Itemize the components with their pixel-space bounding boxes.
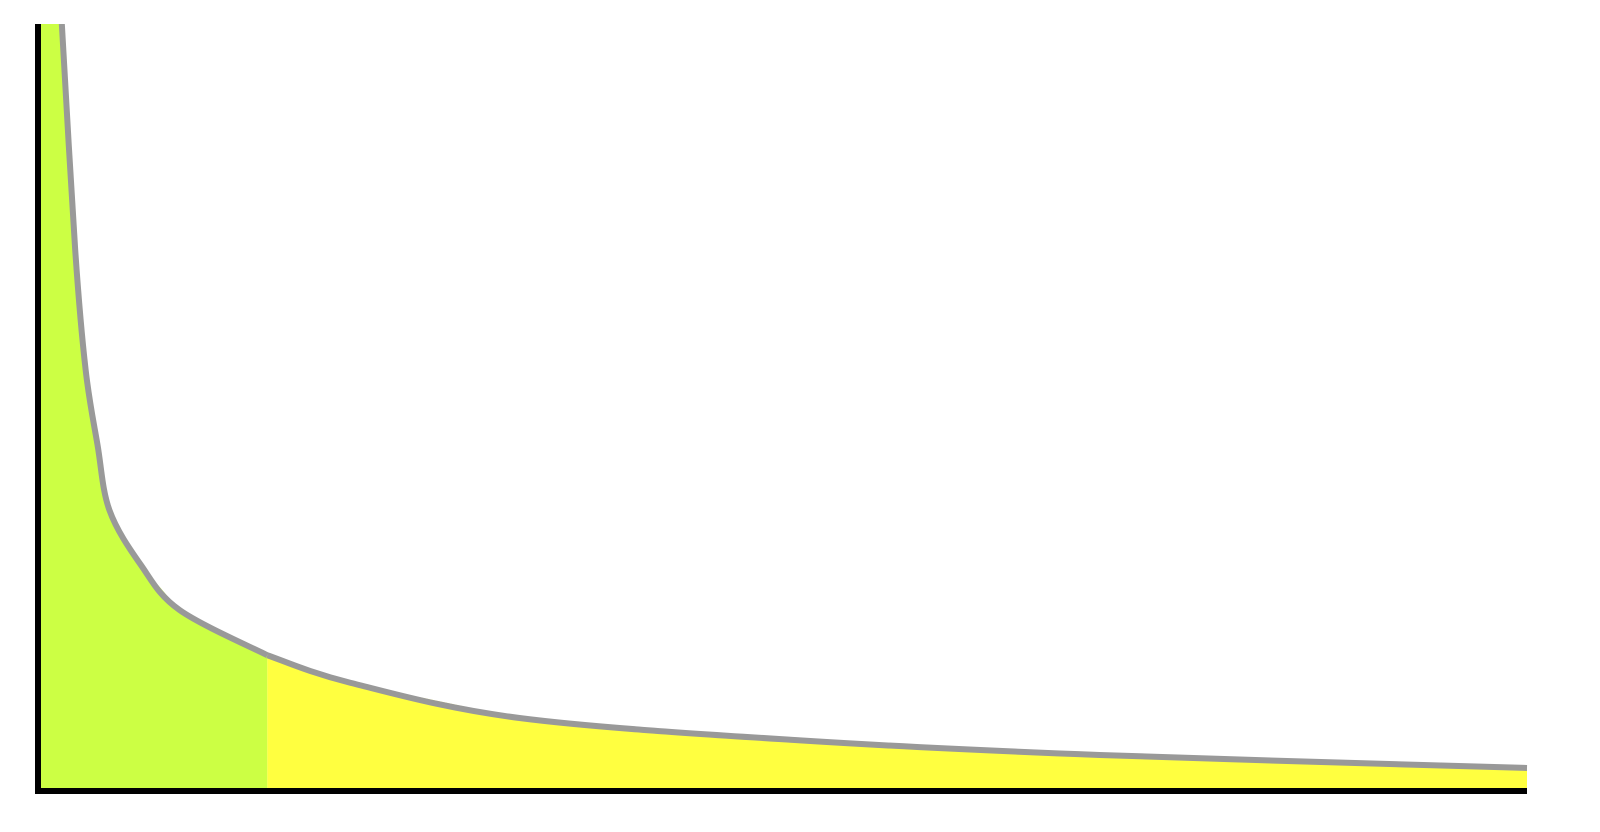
curve-line <box>266 652 1528 771</box>
curve-line <box>58 24 269 658</box>
plot-area <box>38 24 1528 791</box>
area-fill <box>267 655 1527 791</box>
area-fill <box>38 24 268 791</box>
